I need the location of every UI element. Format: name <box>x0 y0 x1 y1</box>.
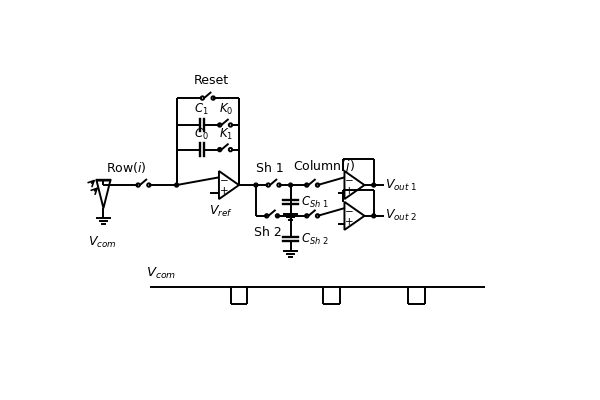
Circle shape <box>372 214 376 218</box>
Text: $+$: $+$ <box>219 185 229 196</box>
Text: $-$: $-$ <box>344 205 354 215</box>
Text: $V_{ref}$: $V_{ref}$ <box>209 204 232 219</box>
Text: $V_{com}$: $V_{com}$ <box>146 266 176 280</box>
Text: Column$(j)$: Column$(j)$ <box>293 158 355 175</box>
Circle shape <box>254 183 258 187</box>
Circle shape <box>175 183 179 187</box>
Circle shape <box>289 183 292 187</box>
Text: Sh 1: Sh 1 <box>256 162 284 175</box>
Text: $K_0$: $K_0$ <box>219 102 233 117</box>
Text: $C_1$: $C_1$ <box>194 102 209 117</box>
Text: $-$: $-$ <box>219 174 229 184</box>
Circle shape <box>289 214 292 218</box>
Text: $+$: $+$ <box>344 185 354 196</box>
Text: $C_{Sh\ 2}$: $C_{Sh\ 2}$ <box>301 232 328 246</box>
Text: $+$: $+$ <box>344 216 354 227</box>
Text: $C_0$: $C_0$ <box>194 127 209 142</box>
Text: $V_{com}$: $V_{com}$ <box>88 235 116 250</box>
Text: Sh 2: Sh 2 <box>254 226 282 239</box>
Text: $K_1$: $K_1$ <box>219 127 233 142</box>
Text: Reset: Reset <box>194 74 229 87</box>
Text: $-$: $-$ <box>344 174 354 184</box>
Text: Row$(i)$: Row$(i)$ <box>106 160 147 175</box>
Circle shape <box>372 183 376 187</box>
Text: $C_{Sh\ 1}$: $C_{Sh\ 1}$ <box>301 194 328 210</box>
Text: $V_{out\ 2}$: $V_{out\ 2}$ <box>385 208 418 224</box>
Text: $V_{out\ 1}$: $V_{out\ 1}$ <box>385 178 418 193</box>
